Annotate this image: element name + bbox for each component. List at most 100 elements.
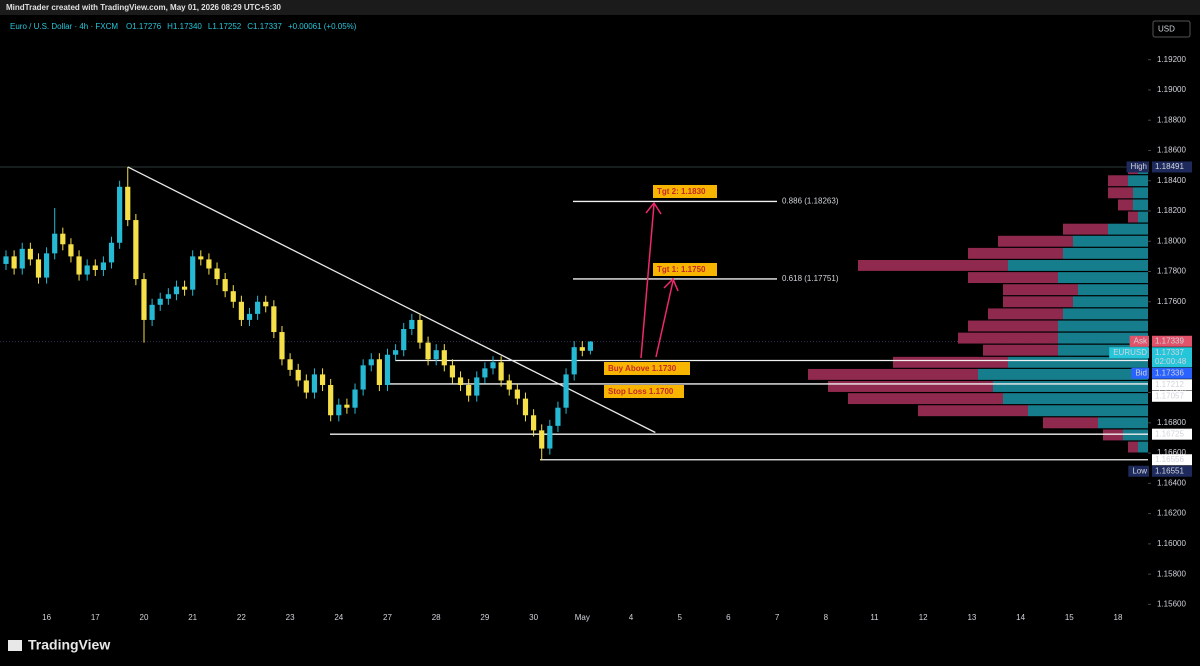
volume-up bbox=[1128, 175, 1148, 187]
price-tag-name: Ask bbox=[1134, 336, 1148, 345]
candle-body bbox=[522, 398, 529, 416]
y-tick-label: 1.18800 bbox=[1157, 115, 1186, 124]
ohlc-value: L1.17252 bbox=[208, 22, 242, 31]
volume-down bbox=[828, 381, 993, 392]
volume-down bbox=[958, 332, 1058, 344]
y-tick-label: 1.18200 bbox=[1157, 206, 1186, 215]
candle-body bbox=[287, 359, 293, 370]
candle-body bbox=[68, 244, 74, 257]
price-tag-box bbox=[1152, 454, 1192, 466]
volume-up bbox=[1073, 235, 1148, 247]
candle-body bbox=[555, 407, 561, 426]
x-tick-label: May bbox=[575, 613, 590, 622]
x-tick-label: 22 bbox=[237, 613, 246, 622]
y-tick-label: 1.17800 bbox=[1157, 267, 1186, 276]
price-tag-box bbox=[1152, 390, 1192, 402]
y-tick-label: 1.15600 bbox=[1157, 600, 1186, 609]
candle-body bbox=[384, 354, 391, 385]
candle-body bbox=[84, 265, 90, 275]
candle-body bbox=[547, 425, 553, 449]
volume-up bbox=[993, 381, 1148, 392]
x-tick-label: 24 bbox=[334, 613, 343, 622]
x-tick-label: 6 bbox=[726, 613, 731, 622]
brand-name: TradingView bbox=[28, 637, 110, 653]
y-tick-label: 1.18000 bbox=[1157, 236, 1186, 245]
x-tick-label: 14 bbox=[1016, 613, 1025, 622]
candle-body bbox=[165, 294, 171, 299]
candle-body bbox=[271, 306, 277, 333]
candle-body bbox=[393, 350, 399, 355]
candle-body bbox=[571, 347, 577, 375]
brand: TradingView bbox=[8, 637, 110, 653]
candle-body bbox=[238, 301, 244, 320]
candle-body bbox=[336, 404, 342, 416]
candle-body bbox=[409, 319, 415, 330]
candle-body bbox=[360, 365, 366, 390]
header-bar bbox=[0, 0, 1200, 15]
candle-body bbox=[344, 404, 350, 408]
annotation-box bbox=[604, 362, 690, 375]
candle-body bbox=[117, 186, 123, 243]
volume-down bbox=[968, 247, 1063, 259]
ohlc-value: H1.17340 bbox=[167, 22, 202, 31]
annotation-text: Stop Loss 1.1700 bbox=[608, 387, 674, 396]
candle-body bbox=[100, 262, 107, 270]
candle-body bbox=[52, 233, 58, 254]
candle-body bbox=[263, 301, 269, 307]
x-tick-label: 18 bbox=[1114, 613, 1123, 622]
ohlc-value: O1.17276 bbox=[126, 22, 162, 31]
x-tick-label: 7 bbox=[775, 613, 780, 622]
x-tick-label: 15 bbox=[1065, 613, 1074, 622]
volume-up bbox=[1058, 272, 1148, 284]
volume-up bbox=[1058, 344, 1148, 356]
candle-body bbox=[60, 233, 66, 245]
candle-body bbox=[425, 342, 431, 360]
brand-logo bbox=[8, 640, 22, 651]
x-tick-label: 20 bbox=[140, 613, 149, 622]
volume-down bbox=[1003, 284, 1078, 296]
volume-down bbox=[1063, 223, 1108, 235]
candle-body bbox=[230, 291, 236, 302]
candle-body bbox=[141, 279, 147, 320]
volume-up bbox=[1108, 223, 1148, 235]
price-tag-value: 1.17057 bbox=[1155, 391, 1184, 400]
x-tick-label: 30 bbox=[529, 613, 538, 622]
price-tag-value: 1.17339 bbox=[1155, 336, 1184, 345]
candle-body bbox=[279, 332, 285, 360]
candle-body bbox=[198, 256, 204, 260]
candle-body bbox=[35, 259, 42, 278]
price-tag-box bbox=[1152, 161, 1192, 173]
price-tag-value: 1.16551 bbox=[1155, 466, 1184, 475]
candle-body bbox=[441, 350, 447, 366]
candle-body bbox=[190, 256, 196, 290]
price-tag-value: 1.18491 bbox=[1155, 162, 1184, 171]
volume-down bbox=[1003, 296, 1073, 308]
currency-label[interactable]: USD bbox=[1158, 25, 1175, 34]
volume-down bbox=[988, 308, 1063, 320]
price-tag-name: EURUSD bbox=[1113, 348, 1147, 357]
candle-body bbox=[76, 256, 82, 275]
candle-body bbox=[417, 319, 423, 343]
candle-body bbox=[11, 256, 17, 269]
volume-up bbox=[1058, 320, 1148, 332]
candle-body bbox=[401, 329, 407, 351]
arrow-head bbox=[663, 277, 679, 292]
price-tag-box bbox=[1152, 428, 1192, 440]
candle-body bbox=[482, 368, 488, 378]
candle-body bbox=[587, 341, 594, 351]
volume-down bbox=[998, 235, 1073, 247]
candle-body bbox=[376, 359, 382, 385]
price-tag-name-box bbox=[1129, 335, 1149, 347]
currency-box[interactable] bbox=[1152, 20, 1191, 38]
candle-body bbox=[206, 259, 212, 269]
candle-body bbox=[433, 350, 439, 360]
x-tick-label: 27 bbox=[383, 613, 392, 622]
candle-body bbox=[173, 286, 180, 295]
candle-body bbox=[246, 313, 253, 320]
candle-body bbox=[368, 359, 374, 366]
volume-up bbox=[1028, 405, 1148, 417]
price-tag-name: Low bbox=[1132, 466, 1147, 475]
candle-body bbox=[108, 242, 115, 263]
y-tick-label: 1.18600 bbox=[1157, 146, 1186, 155]
